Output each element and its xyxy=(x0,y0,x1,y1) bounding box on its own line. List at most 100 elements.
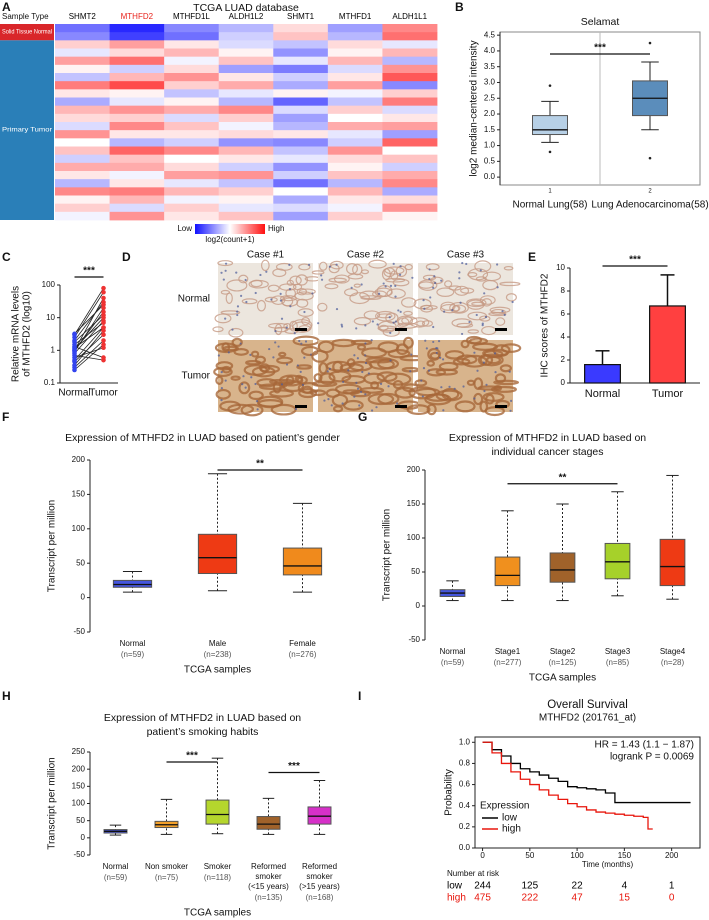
ihc-texture xyxy=(441,387,460,401)
ihc-nucleus xyxy=(265,270,268,273)
ihc-texture xyxy=(353,283,361,288)
x-tick-label: Stage1 xyxy=(495,647,521,656)
ihc-texture xyxy=(449,301,469,314)
ihc-texture xyxy=(475,276,487,282)
ihc-texture xyxy=(452,304,461,312)
ihc-nucleus xyxy=(399,310,402,313)
heatmap-cell xyxy=(109,40,165,49)
heatmap-cell xyxy=(218,195,274,205)
ihc-texture xyxy=(435,389,463,402)
ihc-texture xyxy=(331,393,349,407)
significance-label: *** xyxy=(629,255,641,266)
y-axis-label: Relative mRNA levels xyxy=(11,286,22,382)
ihc-nucleus xyxy=(256,408,259,411)
ihc-nucleus xyxy=(458,271,461,274)
point xyxy=(101,309,106,315)
chart-title: TCGA LUAD database xyxy=(193,2,299,14)
heatmap-cell xyxy=(273,179,329,188)
ihc-nucleus xyxy=(473,351,476,354)
ihc-texture xyxy=(215,361,234,371)
heatmap-cell xyxy=(273,146,329,156)
y-tick-label: 4 xyxy=(561,332,566,341)
ihc-texture xyxy=(274,323,283,336)
pair-line xyxy=(74,327,104,349)
y-tick-label: 6 xyxy=(561,309,566,318)
x-tick-label: Stage2 xyxy=(550,647,576,656)
y-tick-label: -50 xyxy=(73,627,85,636)
ihc-texture xyxy=(231,337,243,347)
ihc-nucleus xyxy=(483,292,486,295)
ihc-texture xyxy=(250,350,260,358)
heatmap-cell xyxy=(273,195,329,205)
heatmap-cell xyxy=(327,211,383,221)
risk-value: 1 xyxy=(669,881,675,892)
annotation: HR = 1.43 (1.1 − 1.87) xyxy=(594,740,694,751)
outlier xyxy=(548,84,552,87)
ihc-texture xyxy=(254,355,267,365)
ihc-nucleus xyxy=(460,332,464,336)
ihc-nucleus xyxy=(428,268,431,271)
ihc-nucleus xyxy=(476,369,479,372)
x-tick-label: Tumor xyxy=(89,388,118,399)
ihc-nucleus xyxy=(429,296,432,299)
ihc-nucleus xyxy=(304,340,308,343)
x-tick-label: Normal xyxy=(103,862,129,871)
heatmap-cell xyxy=(382,195,438,205)
heatmap-cell xyxy=(327,154,383,164)
point xyxy=(101,355,106,360)
ihc-texture xyxy=(451,318,473,328)
significance-label: ** xyxy=(256,459,264,470)
ihc-nucleus xyxy=(501,310,504,313)
ihc-texture xyxy=(401,297,417,308)
ihc-texture xyxy=(298,288,316,295)
ihc-nucleus xyxy=(224,317,227,320)
ihc-texture xyxy=(416,320,426,327)
heatmap-cell xyxy=(109,97,165,107)
ihc-nucleus xyxy=(422,367,426,370)
ihc-nucleus xyxy=(389,284,393,288)
heatmap-cell xyxy=(218,32,274,41)
ihc-texture xyxy=(403,310,413,316)
heatmap-cell xyxy=(218,154,274,164)
heatmap-cell xyxy=(327,48,383,58)
heatmap-cell xyxy=(218,89,274,98)
panel-label: A xyxy=(2,0,11,14)
ihc-nucleus xyxy=(244,386,247,389)
sample-group xyxy=(0,24,54,41)
significance-label: *** xyxy=(83,266,95,277)
heatmap-cell xyxy=(55,195,110,205)
y-tick-label: 3.0 xyxy=(484,78,496,87)
risk-value: 15 xyxy=(619,893,631,904)
chart-title: Expression of MTHFD2 in LUAD based on xyxy=(104,712,301,724)
ihc-texture xyxy=(377,392,400,405)
heatmap-cell xyxy=(218,81,274,90)
y-tick-label: 0.8 xyxy=(459,759,471,768)
ihc-texture xyxy=(233,348,249,356)
ihc-texture xyxy=(384,372,412,386)
ihc-texture xyxy=(279,295,297,302)
x-tick-label: (>15 years) xyxy=(299,882,340,891)
heatmap-cell xyxy=(164,97,220,107)
ihc-nucleus xyxy=(435,351,438,355)
heatmap-cell xyxy=(382,89,438,98)
pair-line xyxy=(74,322,104,345)
y-tick-label: 50 xyxy=(411,567,420,576)
ihc-nucleus xyxy=(274,329,277,333)
y-tick-label: 10 xyxy=(46,313,55,322)
group-number: 2 xyxy=(648,189,652,195)
y-axis-label: of MTHFD2 (log10) xyxy=(22,291,33,377)
ihc-texture xyxy=(430,276,444,285)
ihc-nucleus xyxy=(432,340,435,344)
heatmap-cell xyxy=(273,154,329,164)
ihc-texture xyxy=(500,343,522,353)
legend-label: high xyxy=(502,824,521,835)
ihc-nucleus xyxy=(311,292,314,295)
ihc-texture xyxy=(467,272,478,278)
ihc-texture xyxy=(317,302,328,312)
heatmap-cell xyxy=(109,179,165,188)
heatmap-cell xyxy=(218,24,274,33)
ihc-nucleus xyxy=(410,353,413,356)
ihc-texture xyxy=(238,274,249,284)
row-header: Sample Type xyxy=(2,12,49,21)
ihc-nucleus xyxy=(394,295,397,298)
